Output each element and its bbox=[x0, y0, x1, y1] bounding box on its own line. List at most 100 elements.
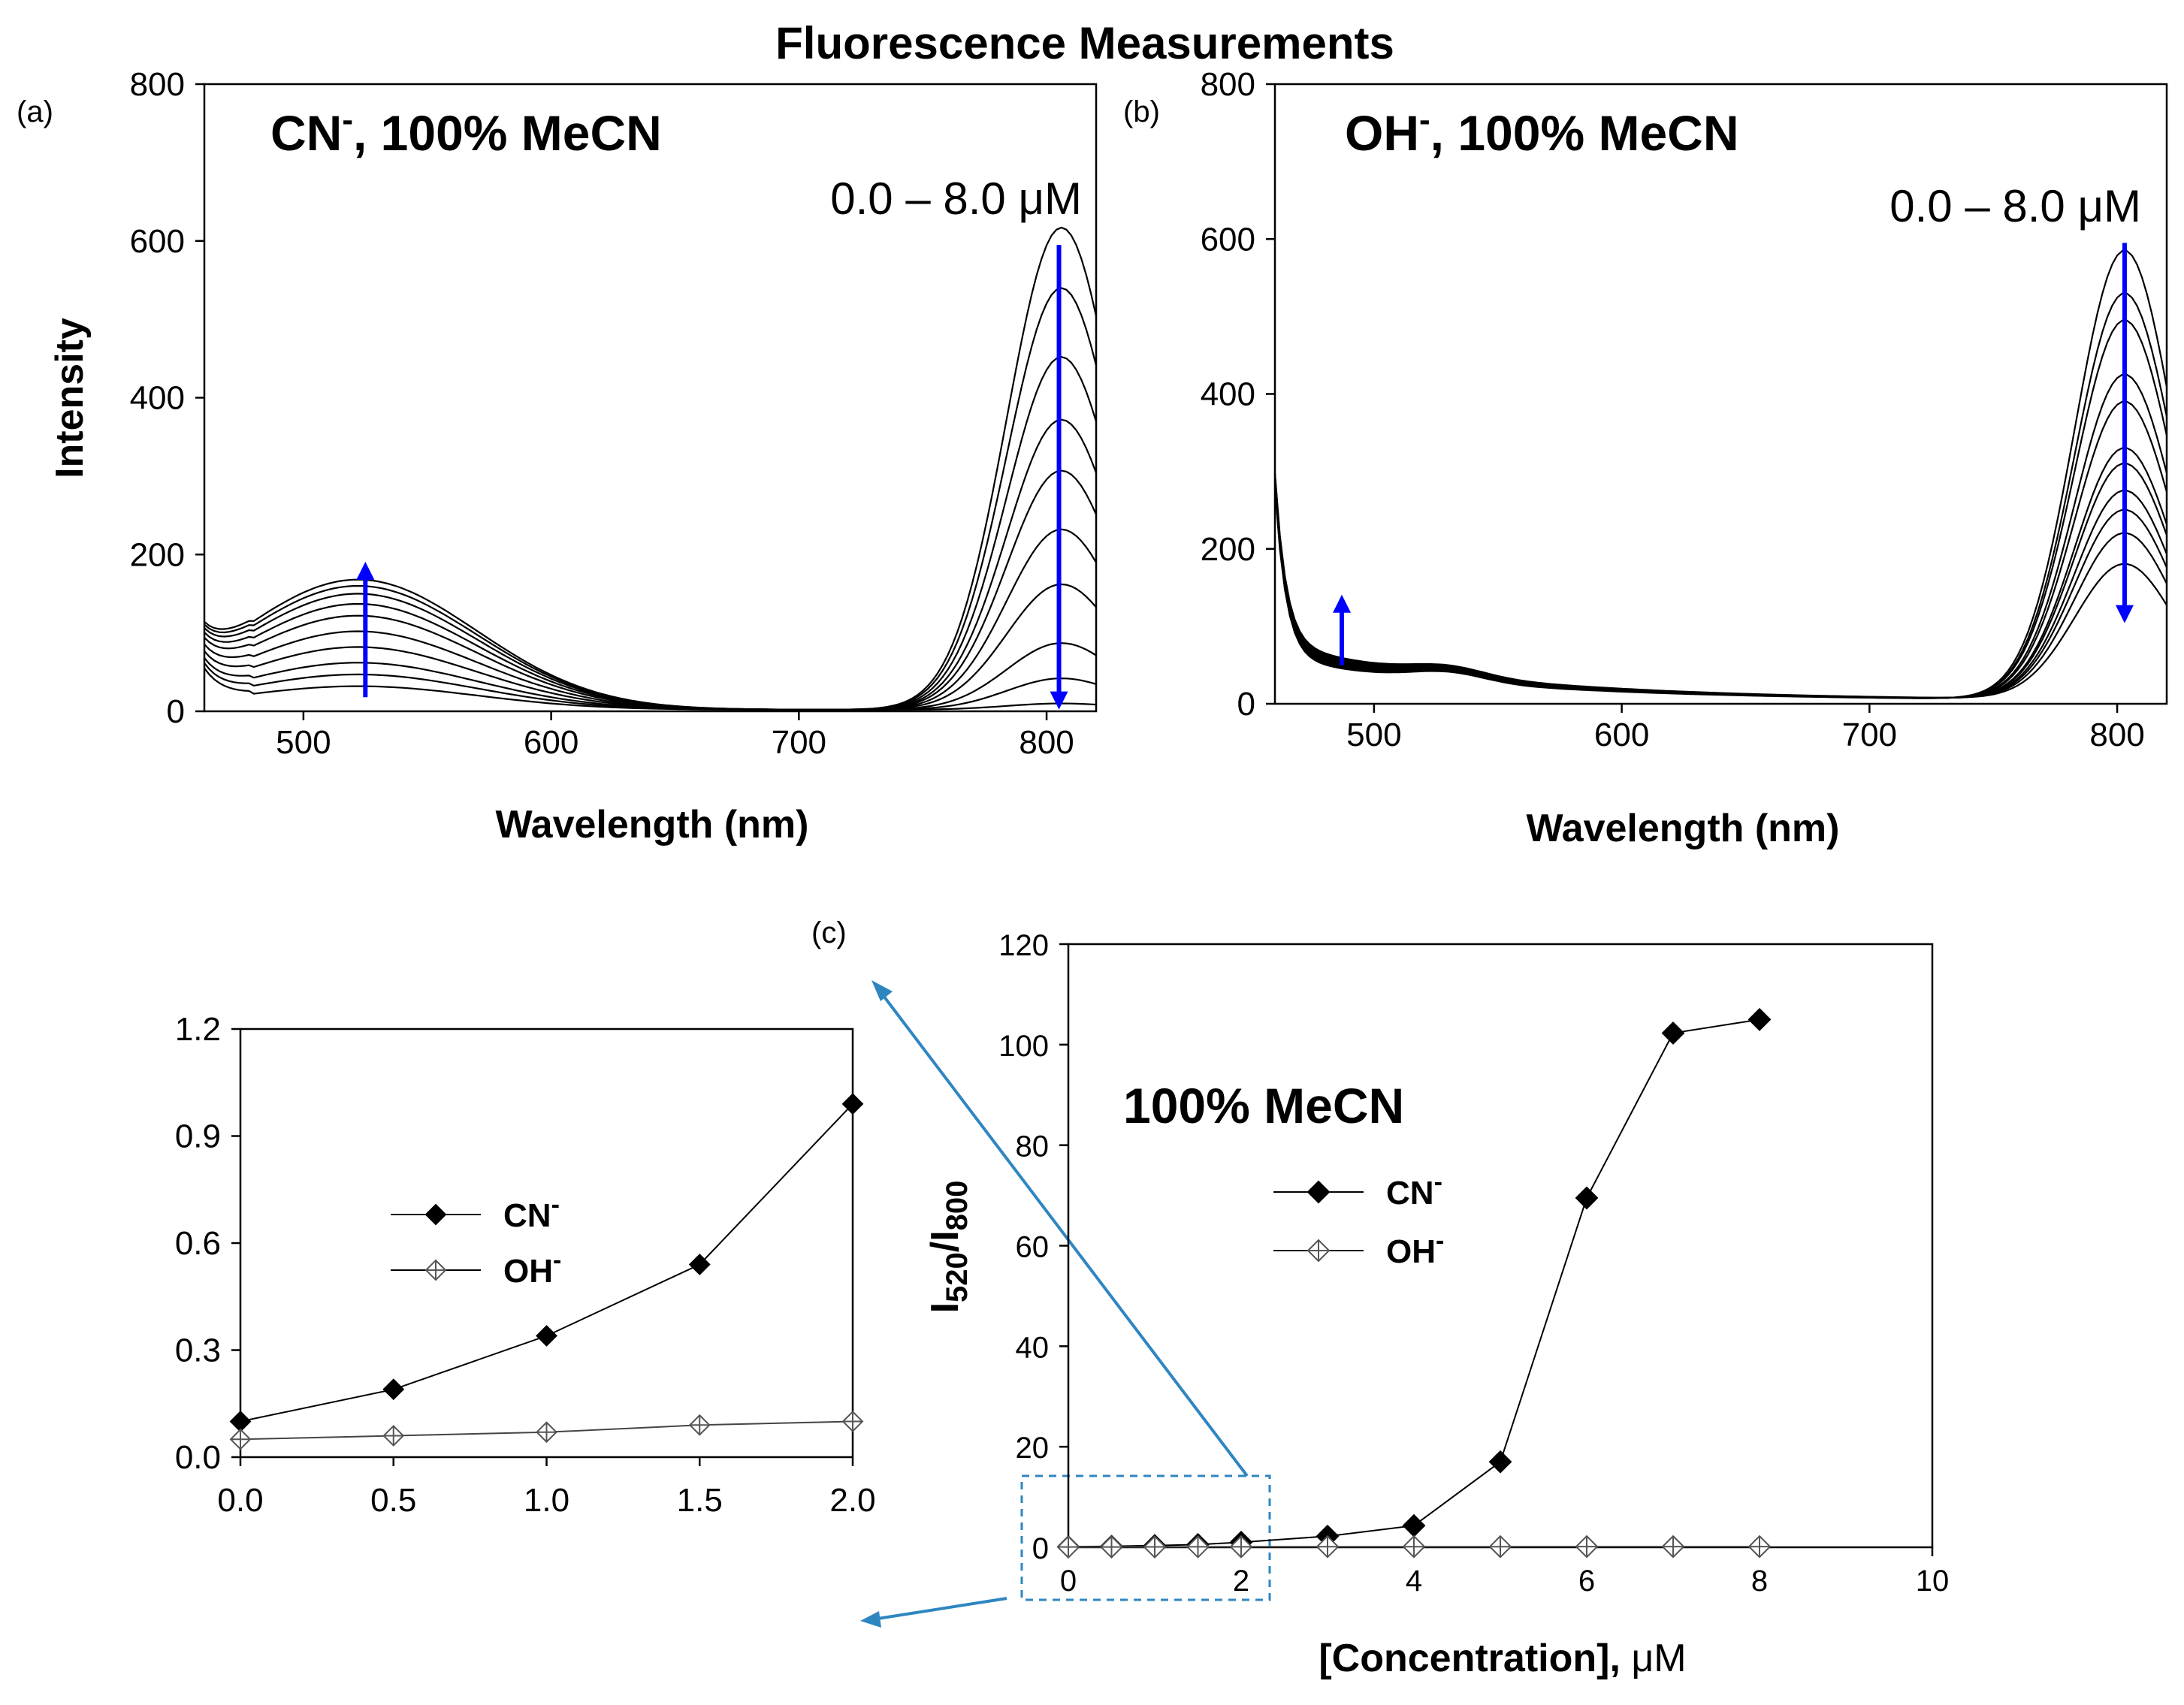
panel-b-annotation-ion: OH bbox=[1345, 105, 1419, 161]
panel-a-x-tick-label: 500 bbox=[276, 724, 331, 761]
panel-a-trend-arrowhead-down bbox=[1050, 691, 1068, 710]
panel-b-spectrum-6 bbox=[1273, 463, 2168, 699]
panel-c-x-tick-label: 4 bbox=[1406, 1565, 1422, 1598]
panel-a-label: (a) bbox=[17, 95, 53, 128]
panel-c-y-tick-label: 60 bbox=[1016, 1231, 1050, 1264]
panel-a-axes: 500 600 700 800 0 200 400 600 800 bbox=[130, 66, 1098, 761]
panel-a-spectrum-3 bbox=[204, 418, 1098, 711]
panel-b-y-tick-label: 0 bbox=[1237, 686, 1255, 723]
panel-a-spectrum-9 bbox=[204, 578, 1097, 711]
panel-c-point-cn bbox=[1488, 1450, 1512, 1474]
inset-legend-ion: OH bbox=[503, 1253, 553, 1290]
inset-series bbox=[229, 1093, 864, 1450]
panel-a-spectrum-2 bbox=[204, 356, 1098, 711]
inset-legend: CN-OH- bbox=[391, 1190, 561, 1290]
panel-b-y-tick-label: 200 bbox=[1201, 531, 1255, 568]
inset-point-oh bbox=[229, 1428, 252, 1450]
zoom-arrow-bottom-head bbox=[860, 1611, 881, 1628]
panel-c-y-tick-label: 0 bbox=[1032, 1532, 1049, 1565]
figure-title: Fluorescence Measurements bbox=[775, 18, 1394, 68]
panel-c-legend-ion: OH bbox=[1386, 1233, 1436, 1270]
panel-c-ylabel-i: I bbox=[923, 1302, 967, 1313]
panel-a-x-tick-label: 700 bbox=[772, 724, 826, 761]
panel-a-annotation-charge: - bbox=[342, 101, 353, 138]
inset-x-tick-label: 2.0 bbox=[829, 1482, 875, 1519]
panel-b-trend-arrowhead-down bbox=[2115, 605, 2134, 623]
panel-a-intensity-cn: (a) CN-, 100% MeCN 0.0 – 8.0 μM Intensit… bbox=[17, 95, 1082, 846]
panel-c-y-tick-label: 120 bbox=[998, 929, 1049, 962]
inset-legend-label-cn: CN- bbox=[503, 1190, 560, 1234]
zoom-arrow-top-head bbox=[871, 980, 893, 1001]
panel-b-y-tick-label: 400 bbox=[1201, 376, 1255, 413]
panel-b-x-tick-label: 500 bbox=[1346, 717, 1401, 753]
panel-c-legend-charge: - bbox=[1434, 1168, 1442, 1197]
panel-a-spectra bbox=[204, 226, 1098, 711]
panel-c-point-oh bbox=[1186, 1534, 1210, 1559]
zoom-selection-box bbox=[1020, 1474, 1271, 1601]
panel-b-spectrum-1 bbox=[1273, 292, 2168, 699]
panel-c-y-tick-label: 80 bbox=[1016, 1130, 1050, 1163]
panel-b-x-tick-label: 700 bbox=[1842, 717, 1897, 753]
panel-a-spectrum-6 bbox=[204, 583, 1097, 711]
panel-c-point-oh bbox=[1748, 1534, 1772, 1559]
panel-a-x-tick-label: 800 bbox=[1019, 724, 1074, 761]
panel-c-x-tick-label: 2 bbox=[1233, 1565, 1249, 1598]
panel-c-legend-label-oh: OH- bbox=[1386, 1227, 1444, 1270]
panel-a-spectrum-0 bbox=[204, 226, 1098, 711]
panel-c-point-oh bbox=[1488, 1534, 1512, 1559]
panel-c-point-oh bbox=[1316, 1534, 1340, 1559]
panel-c-xlabel-main: [Concentration], bbox=[1319, 1637, 1631, 1680]
panel-a-y-tick-label: 200 bbox=[130, 536, 185, 573]
inset-point-cn bbox=[229, 1411, 252, 1432]
panel-b-y-tick-label: 600 bbox=[1201, 221, 1255, 258]
panel-c-legend-marker-cn bbox=[1306, 1180, 1331, 1204]
panel-a-annotation-ion: CN bbox=[270, 105, 342, 161]
panel-c-x-tick-label: 10 bbox=[1916, 1565, 1950, 1598]
inset-y-tick-label: 1.2 bbox=[175, 1011, 221, 1048]
panel-c-point-oh bbox=[1402, 1534, 1426, 1559]
inset-legend-label-oh: OH- bbox=[503, 1246, 561, 1290]
panel-c-point-oh bbox=[1229, 1534, 1253, 1559]
panel-c-x-tick-label: 8 bbox=[1751, 1565, 1768, 1598]
zoom-arrow-bottom bbox=[872, 1597, 1007, 1621]
panel-c-legend-charge: - bbox=[1436, 1227, 1444, 1255]
inset-y-tick-label: 0.6 bbox=[175, 1225, 221, 1262]
panel-c-x-tick-label: 0 bbox=[1060, 1565, 1077, 1598]
panel-c-xlabel: [Concentration], μM bbox=[1319, 1637, 1686, 1680]
inset-point-cn bbox=[536, 1325, 557, 1347]
panel-b-intensity-oh: (b) OH-, 100% MeCN 0.0 – 8.0 μM Waveleng… bbox=[1123, 95, 2141, 850]
inset-point-cn bbox=[688, 1254, 711, 1275]
inset-plot-frame bbox=[239, 1028, 854, 1459]
panel-c-legend-label-cn: CN- bbox=[1386, 1168, 1442, 1212]
panel-a-range-label: 0.0 – 8.0 μM bbox=[830, 174, 1082, 224]
panel-c-y-tick-label: 40 bbox=[1016, 1331, 1050, 1364]
panel-a-y-tick-label: 0 bbox=[167, 693, 185, 730]
inset-point-oh bbox=[688, 1414, 711, 1436]
panel-b-plot-frame bbox=[1273, 83, 2168, 705]
panel-c-point-oh bbox=[1143, 1535, 1167, 1559]
panel-b-annotation: OH-, 100% MeCN bbox=[1345, 101, 1738, 161]
panel-b-spectrum-10 bbox=[1273, 473, 2167, 699]
panel-c-legend-ion: CN bbox=[1386, 1175, 1434, 1212]
panel-b-trend-arrowhead-up bbox=[1333, 594, 1352, 613]
inset-legend-charge: - bbox=[551, 1190, 560, 1219]
panel-a-y-tick-label: 400 bbox=[130, 380, 185, 417]
inset-point-cn bbox=[841, 1093, 864, 1115]
inset-x-tick-label: 0.0 bbox=[217, 1482, 263, 1519]
panel-a-annotation: CN-, 100% MeCN bbox=[270, 101, 662, 161]
panel-a-trend-arrowhead-up bbox=[356, 561, 375, 580]
inset-legend-ion: CN bbox=[503, 1197, 551, 1234]
panel-c-xlabel-unit: μM bbox=[1631, 1637, 1686, 1680]
panel-c-ylabel: I520/I800 bbox=[923, 1181, 974, 1314]
inset-point-oh bbox=[536, 1421, 557, 1444]
inset-axes: 0.0 0.5 1.0 1.5 2.0 0.0 0.3 0.6 0.9 1.2 bbox=[175, 1011, 876, 1519]
panel-c-y-tick-label: 20 bbox=[1016, 1432, 1050, 1465]
panel-b-annotation-charge: - bbox=[1419, 101, 1430, 138]
panel-b-spectrum-3 bbox=[1273, 373, 2168, 699]
panel-c-x-tick-label: 6 bbox=[1578, 1565, 1595, 1598]
panel-c-point-oh bbox=[1575, 1534, 1599, 1559]
panel-a-annotation-solvent: , 100% MeCN bbox=[353, 105, 662, 161]
panel-c-point-cn bbox=[1402, 1513, 1426, 1538]
